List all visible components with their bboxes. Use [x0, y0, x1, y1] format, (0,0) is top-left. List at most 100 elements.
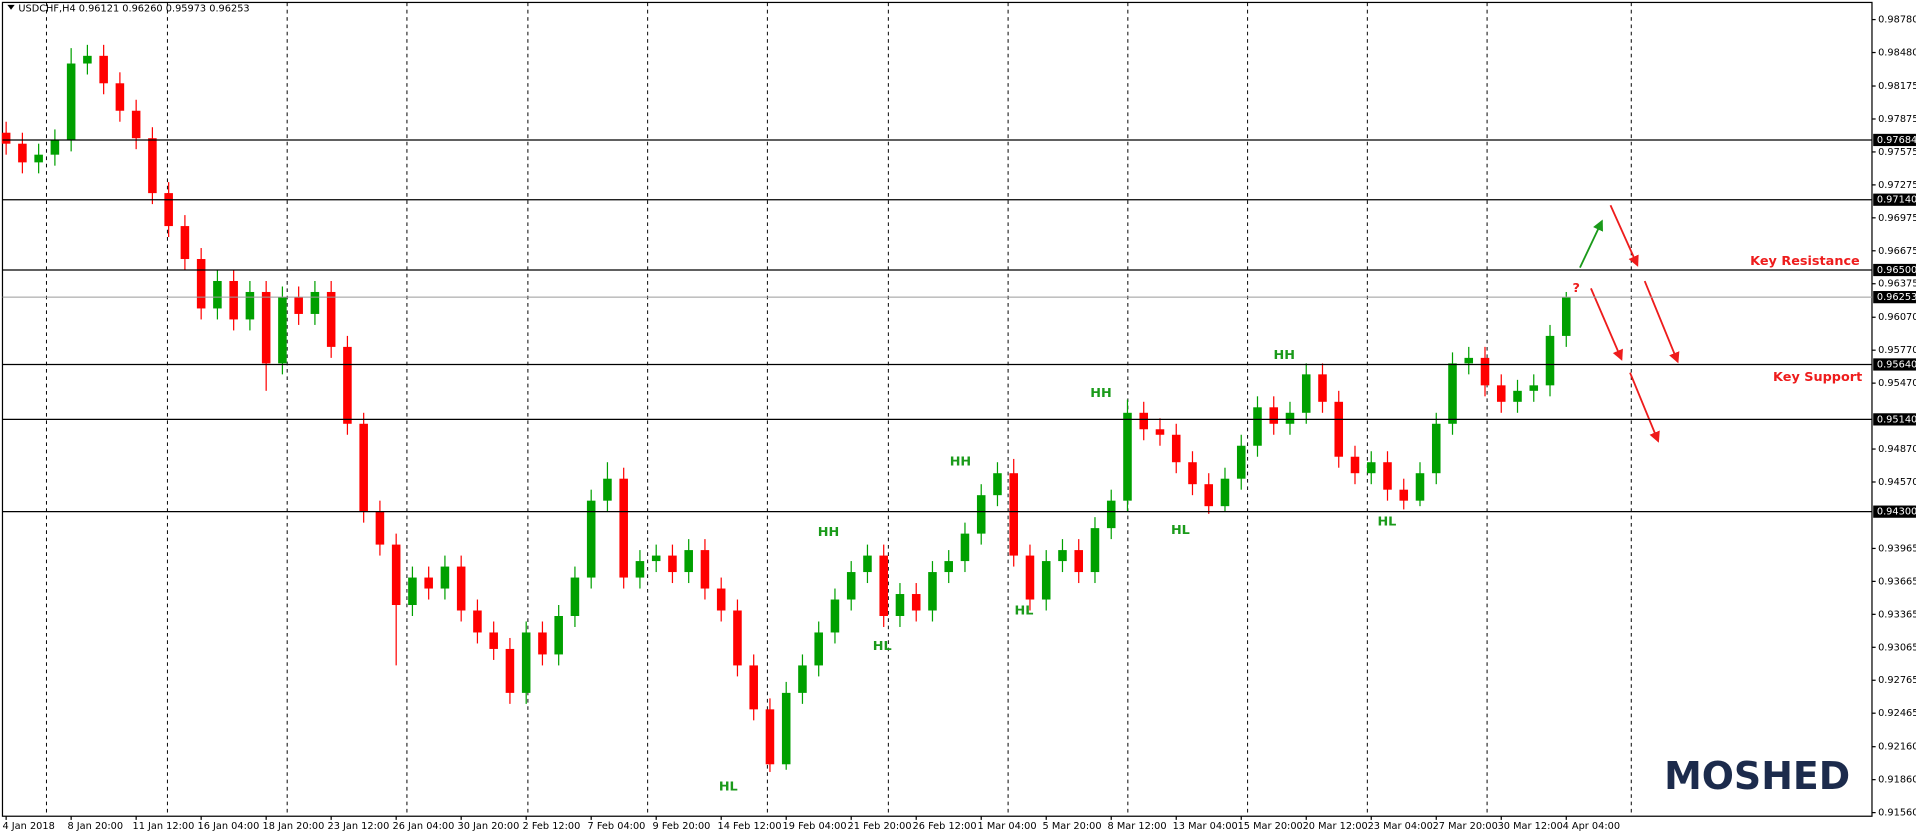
- candle-body: [1025, 555, 1035, 600]
- candle-body: [1269, 407, 1279, 424]
- candle-body: [1496, 385, 1506, 402]
- candle-body: [781, 692, 791, 765]
- candle-body: [1009, 473, 1018, 556]
- candle-body: [586, 500, 596, 578]
- y-tick-label: 0.98175: [1878, 81, 1916, 92]
- y-tick-label: 0.92765: [1878, 675, 1916, 686]
- x-tick-label: 30 Jan 20:00: [458, 821, 520, 832]
- candle-body: [911, 594, 921, 611]
- arrow-down: [1590, 288, 1623, 361]
- pattern-label: HH: [818, 525, 839, 540]
- candle-body: [1480, 357, 1490, 386]
- current-price-tag: [1873, 291, 1916, 304]
- candle-body: [196, 259, 206, 309]
- x-tick-label: 20 Mar 12:00: [1303, 821, 1368, 832]
- candle-body: [1301, 374, 1311, 413]
- candle-body: [879, 555, 888, 616]
- watermark: MOSHED: [1664, 754, 1850, 798]
- candle-body: [976, 495, 986, 534]
- candle-body: [538, 632, 547, 655]
- x-tick-label: 2 Feb 12:00: [523, 821, 581, 832]
- candle-body: [359, 423, 368, 512]
- v-grid: [45, 2, 1632, 817]
- y-tick-label: 0.93665: [1878, 576, 1916, 587]
- candle-body: [716, 588, 726, 611]
- x-tick-label: 5 Mar 20:00: [1043, 821, 1102, 832]
- candle-body: [814, 632, 823, 666]
- candle-body: [391, 544, 401, 606]
- x-tick-label: 7 Feb 04:00: [588, 821, 646, 832]
- candle-body: [1188, 462, 1197, 485]
- candle-body: [148, 138, 157, 194]
- x-tick-label: 1 Mar 04:00: [978, 821, 1037, 832]
- x-tick-label: 8 Jan 20:00: [67, 821, 123, 832]
- candle-body: [375, 511, 385, 545]
- candle-body: [684, 550, 693, 573]
- x-tick-label: 8 Mar 12:00: [1108, 821, 1167, 832]
- x-tick-label: 21 Feb 20:00: [848, 821, 912, 832]
- level-tag: [1873, 358, 1916, 371]
- x-tick-label: 26 Jan 04:00: [393, 821, 455, 832]
- y-tick-label: 0.92465: [1878, 708, 1916, 719]
- candle-body: [1399, 489, 1409, 501]
- y-tick-label: 0.97875: [1878, 114, 1916, 125]
- candle-body: [1123, 412, 1132, 501]
- y-tick-label: 0.95770: [1878, 345, 1916, 356]
- candle-body: [1155, 429, 1165, 435]
- y-tick-label: 0.96070: [1878, 312, 1916, 323]
- y-tick-label: 0.92160: [1878, 742, 1916, 753]
- candle-body: [1513, 390, 1522, 402]
- level-label: 0.95640: [1877, 359, 1916, 370]
- arrow-down: [1629, 372, 1660, 443]
- candle-body: [278, 297, 287, 364]
- menu-icon: [7, 4, 15, 10]
- candle-body: [700, 550, 710, 589]
- x-tick-label: 27 Mar 20:00: [1433, 821, 1498, 832]
- candle-body: [489, 632, 498, 649]
- level-label: 0.97684: [1877, 135, 1916, 146]
- candle-body: [1106, 500, 1116, 529]
- candle-body: [1171, 434, 1181, 463]
- x-tick-label: 11 Jan 12:00: [132, 821, 194, 832]
- candle-body: [1545, 335, 1555, 386]
- candle-body: [521, 632, 531, 693]
- candle-body: [1366, 462, 1376, 474]
- candle-body: [733, 610, 742, 666]
- candle-body: [310, 291, 320, 314]
- candle-body: [635, 561, 645, 578]
- candle-body: [668, 555, 677, 573]
- candle-body: [993, 473, 1002, 496]
- candle-body: [115, 83, 125, 111]
- level-tag: [1873, 193, 1916, 206]
- candle-body: [1285, 412, 1295, 424]
- candle-body: [456, 566, 466, 611]
- x-tick-label: 19 Feb 04:00: [783, 821, 847, 832]
- candle-body: [1350, 456, 1360, 474]
- candle-body: [473, 610, 482, 633]
- x-tick-label: 4 Jan 2018: [2, 821, 54, 832]
- key-support: Key Support: [1773, 370, 1862, 385]
- pattern-label: HL: [1377, 514, 1396, 529]
- x-tick-label: 9 Feb 20:00: [653, 821, 711, 832]
- level-label: 0.94300: [1877, 507, 1916, 518]
- candle-body: [1431, 423, 1441, 474]
- candle-body: [765, 709, 775, 765]
- candle-body: [229, 280, 238, 320]
- candle-body: [1090, 528, 1100, 573]
- pattern-label: HH: [1090, 386, 1111, 401]
- candle-body: [1383, 462, 1392, 490]
- arrow-down: [1643, 280, 1680, 364]
- candle-body: [1253, 407, 1262, 446]
- y-tick-label: 0.91560: [1878, 808, 1916, 819]
- candle-body: [1, 132, 11, 144]
- candle-body: [83, 55, 92, 64]
- level-tag: [1873, 505, 1916, 518]
- candle-body: [603, 478, 612, 501]
- y-tick-label: 0.96375: [1878, 279, 1916, 290]
- candle-body: [798, 665, 807, 693]
- candle-body: [1415, 473, 1425, 501]
- level-tag: [1873, 133, 1916, 147]
- candle-body: [66, 63, 76, 141]
